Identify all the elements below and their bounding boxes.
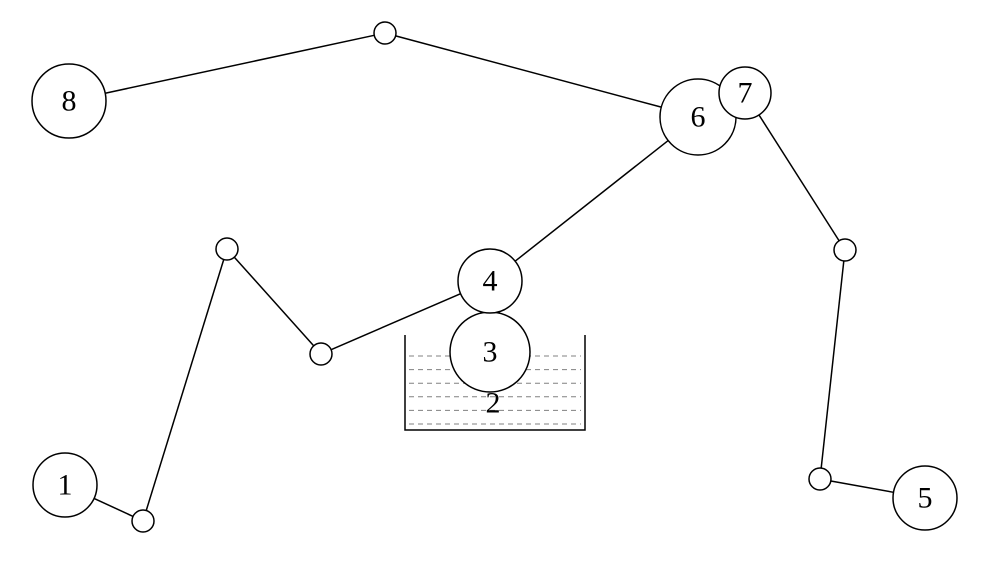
connector-line (146, 260, 224, 511)
node-label-7: 7 (738, 77, 753, 110)
guide-roller (216, 238, 238, 260)
node-label-4: 4 (483, 265, 498, 298)
node-label-5: 5 (918, 482, 933, 515)
guide-roller (809, 468, 831, 490)
node-label-6: 6 (691, 101, 706, 134)
connector-line (105, 35, 374, 93)
connector-line (821, 261, 844, 468)
guide-roller (374, 22, 396, 44)
process-diagram: 12345678 (0, 0, 1000, 562)
node-label-8: 8 (62, 85, 77, 118)
connector-line (94, 498, 133, 516)
node-label-3: 3 (483, 336, 498, 369)
node-label-1: 1 (58, 469, 73, 502)
connector-line (515, 141, 668, 262)
connector-line (396, 36, 662, 107)
guide-roller (132, 510, 154, 532)
connector-line (831, 481, 894, 492)
diagram-container: 12345678 (0, 0, 1000, 562)
guide-roller (310, 343, 332, 365)
connector-line (759, 115, 839, 241)
connector-line (331, 294, 461, 350)
guide-roller (834, 239, 856, 261)
connector-line (234, 257, 313, 346)
